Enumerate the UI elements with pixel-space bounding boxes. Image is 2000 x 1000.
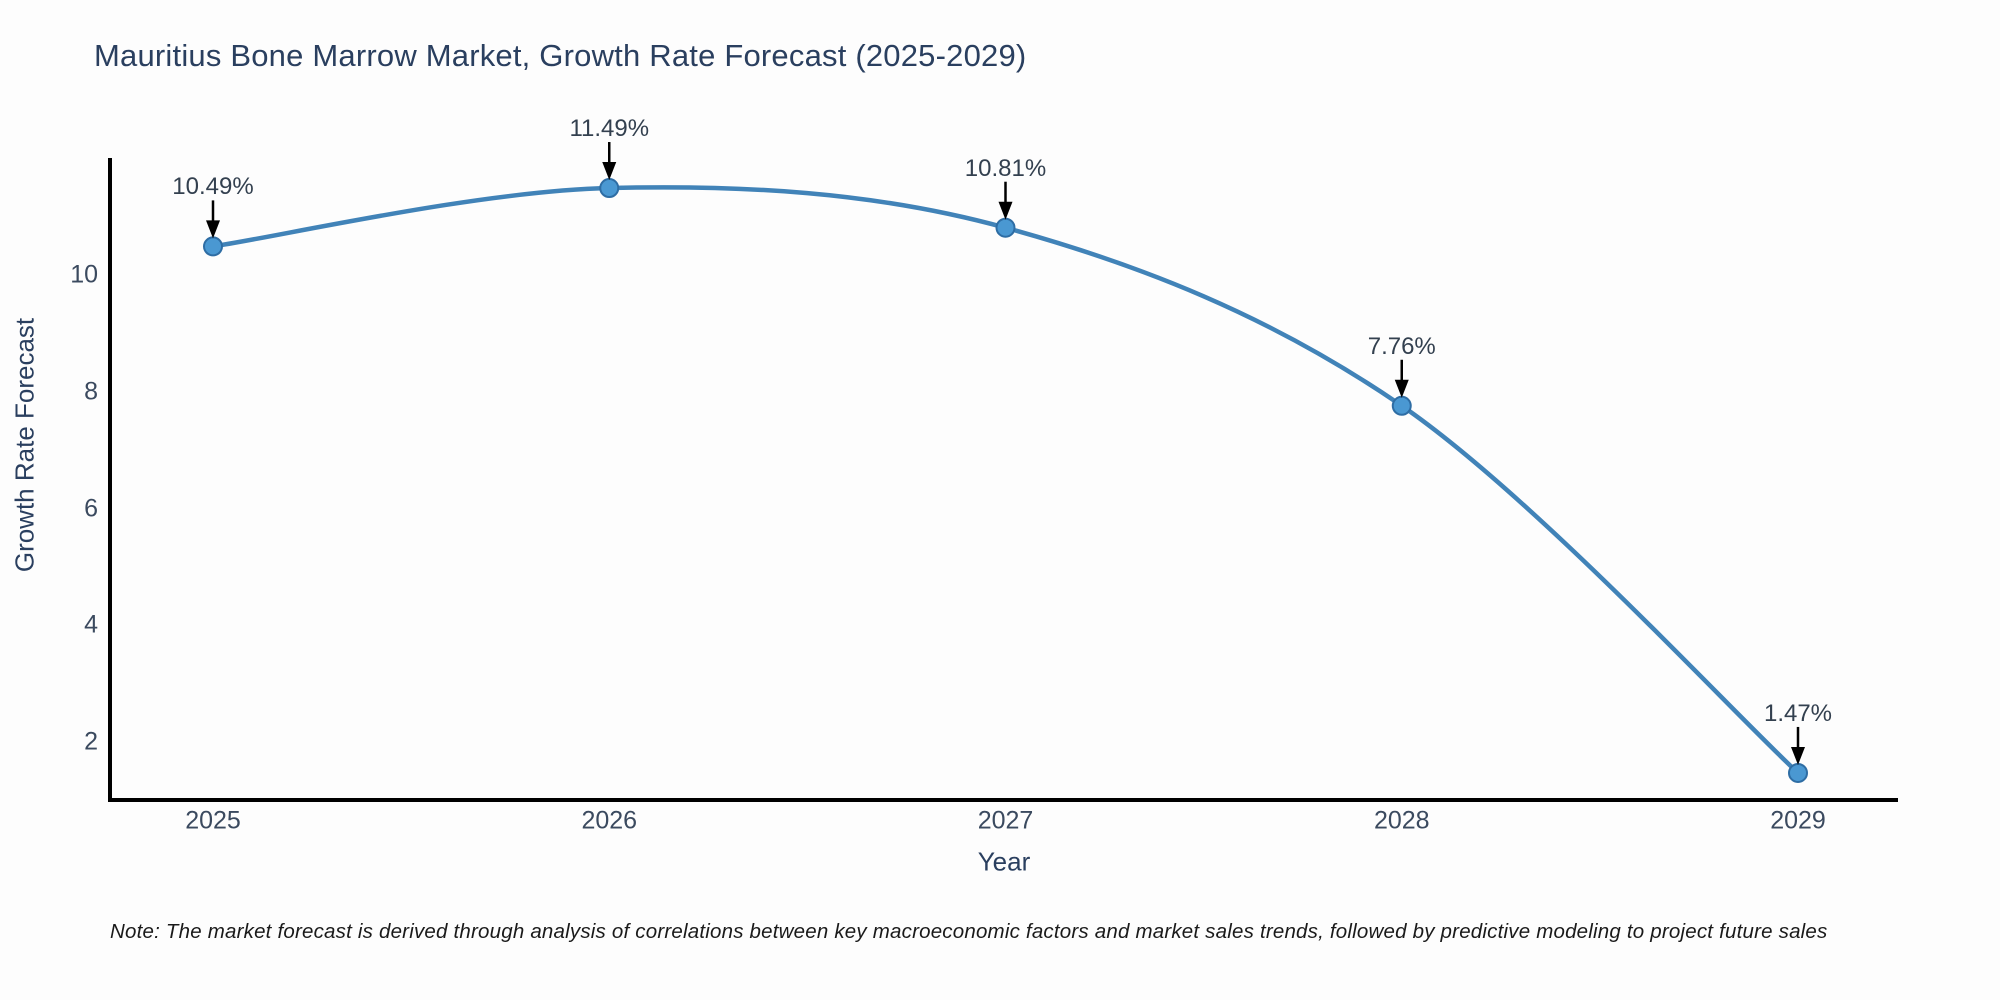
annotation-arrowhead bbox=[602, 162, 617, 181]
y-tick-label: 6 bbox=[84, 494, 98, 522]
y-tick-label: 4 bbox=[84, 610, 98, 639]
chart-title: Mauritius Bone Marrow Market, Growth Rat… bbox=[94, 38, 1027, 73]
y-tick-label: 2 bbox=[84, 727, 98, 756]
annotation-arrowhead bbox=[1394, 379, 1409, 398]
x-tick-label: 2025 bbox=[185, 806, 241, 835]
x-tick-label: 2026 bbox=[581, 806, 638, 835]
y-tick-label: 10 bbox=[70, 260, 98, 289]
data-point-marker bbox=[1788, 762, 1808, 783]
annotation-arrowhead bbox=[206, 220, 220, 239]
x-axis-title: Year bbox=[977, 846, 1031, 877]
forecast-line bbox=[210, 185, 1801, 776]
annotation-arrowhead bbox=[998, 201, 1013, 220]
point-value-label: 7.76% bbox=[1367, 332, 1436, 360]
y-tick-label: 8 bbox=[84, 377, 98, 406]
data-point-marker bbox=[203, 236, 223, 257]
footnote: Note: The market forecast is derived thr… bbox=[110, 920, 1828, 943]
point-value-label: 11.49% bbox=[569, 115, 650, 143]
x-tick-label: 2028 bbox=[1373, 806, 1430, 835]
point-value-label: 10.81% bbox=[964, 154, 1047, 182]
data-point-marker bbox=[995, 217, 1016, 238]
point-value-label: 1.47% bbox=[1763, 699, 1833, 727]
x-tick-label: 2027 bbox=[977, 806, 1034, 835]
data-point-marker bbox=[599, 178, 620, 199]
point-value-label: 10.49% bbox=[172, 173, 254, 201]
data-point-marker bbox=[1391, 395, 1412, 416]
x-tick-label: 2029 bbox=[1770, 806, 1826, 835]
annotation-arrowhead bbox=[1791, 746, 1805, 765]
